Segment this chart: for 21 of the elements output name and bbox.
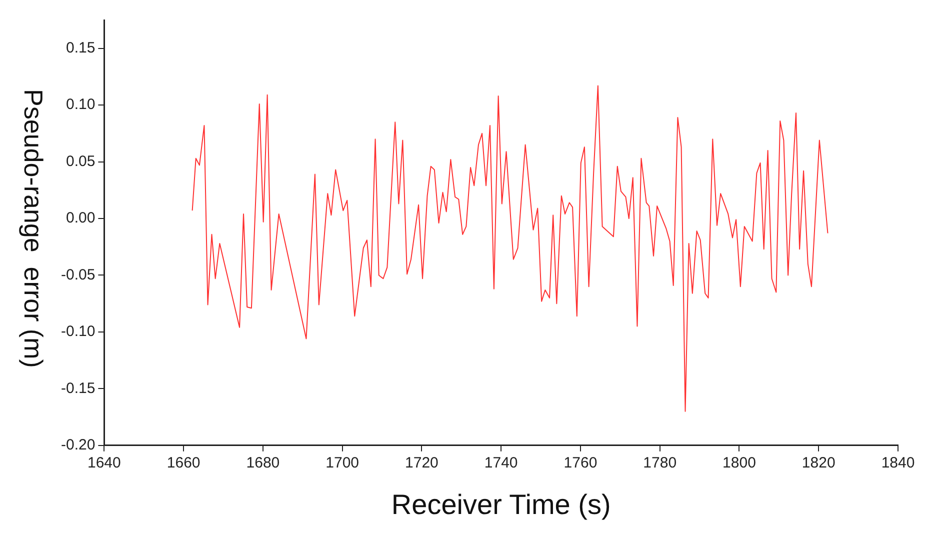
y-tick-label: -0.15 [60, 380, 96, 397]
y-tick-label: -0.20 [60, 436, 96, 454]
x-tick-label: 1700 [326, 454, 360, 472]
x-tick-label: 1720 [405, 454, 438, 472]
y-tick-label: 0.10 [66, 96, 96, 114]
x-tick-label: 1680 [246, 454, 280, 472]
x-axis-title: Receiver Time (s) [391, 488, 611, 520]
x-tick-label: 1740 [484, 454, 518, 472]
y-tick-label: -0.10 [60, 323, 96, 340]
x-tick-label: 1760 [564, 454, 598, 472]
y-tick-label: 0.15 [66, 40, 96, 56]
x-tick-label: 1800 [722, 454, 756, 472]
x-tick-label: 1660 [166, 454, 200, 472]
x-tick-label: 1640 [88, 454, 121, 472]
x-tick-label: 1780 [643, 454, 677, 472]
x-tick-label: 1820 [802, 454, 836, 472]
y-tick-label: 0.00 [66, 210, 96, 227]
y-tick-label: -0.05 [60, 266, 96, 284]
y-axis-title: Pseudo-range error (m) [18, 88, 48, 368]
x-tick-label: 1840 [881, 454, 915, 472]
y-tick-label: 0.05 [66, 152, 96, 170]
